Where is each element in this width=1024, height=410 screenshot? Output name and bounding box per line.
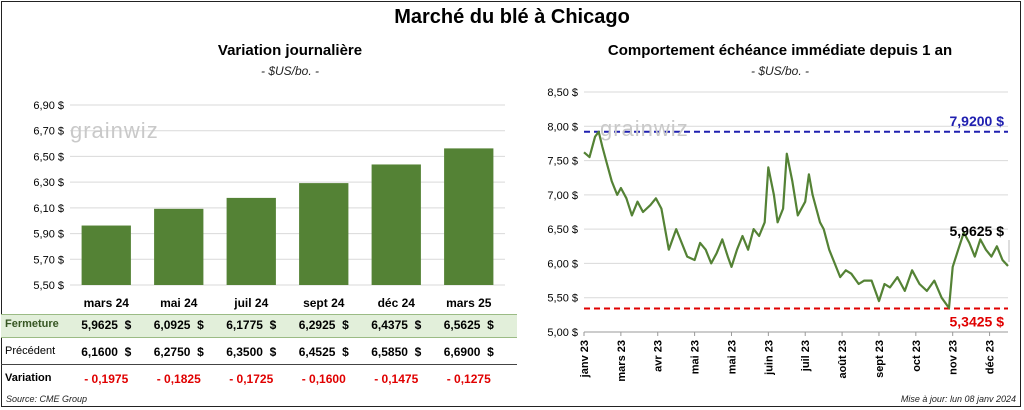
bar-2 — [154, 208, 204, 285]
line-ytick-label: 7,50 $ — [547, 156, 578, 168]
update-note: Mise à jour: lun 08 janv 2024 — [900, 394, 1016, 404]
line-chart: 8,50 $ 8,00 $ 7,50 $ 7,00 $ 6,50 $ 6,00 $ 5,50… — [547, 87, 1010, 382]
line-xtick-label: déc 23 — [985, 340, 997, 374]
table-cell: 6,3500 $ — [226, 345, 277, 359]
bar-ytick-label: 6,50 $ — [33, 151, 64, 163]
line-ytick-label: 6,50 $ — [547, 224, 578, 236]
line-chart-unit: - $US/bo. - — [750, 64, 810, 78]
line-ytick-label: 8,50 $ — [547, 87, 578, 99]
bar-6 — [444, 148, 494, 285]
line-xtick-label: mai 23 — [690, 340, 702, 374]
table-cell: 6,4525 $ — [298, 345, 349, 359]
bar-category-label: mars 24 — [84, 296, 130, 310]
table-cell: 6,5625 $ — [443, 318, 494, 332]
bar-chart-unit: - $US/bo. - — [260, 64, 320, 78]
table-cell: 6,2750 $ — [153, 345, 204, 359]
table-cell: - 0,1475 — [374, 372, 419, 386]
bar-ytick-label: 5,70 $ — [33, 254, 64, 266]
watermark-left: grainwiz — [70, 118, 159, 143]
watermark-right: grainwiz — [600, 116, 689, 141]
table-cell: 5,9625 $ — [81, 318, 132, 332]
bar-3 — [226, 197, 276, 285]
line-xtick-label: nov 23 — [948, 340, 960, 375]
close-row-highlight — [1, 314, 517, 338]
line-ytick-label: 8,00 $ — [547, 121, 578, 133]
line-ytick-label: 5,00 $ — [547, 327, 578, 339]
bar-ytick-label: 6,90 $ — [33, 100, 64, 112]
table-cell: 6,0925 $ — [153, 318, 204, 332]
bar-category-label: déc 24 — [378, 296, 416, 310]
table-row-label: Précédent — [5, 345, 56, 357]
line-ytick-label: 5,50 $ — [547, 293, 578, 305]
bar-5 — [371, 164, 421, 285]
price-series-line — [583, 130, 1009, 310]
line-xtick-label: mars 23 — [616, 340, 628, 382]
table-cell: 6,2925 $ — [298, 318, 349, 332]
bar-category-label: mars 25 — [446, 296, 492, 310]
source-note: Source: CME Group — [6, 394, 88, 404]
table-cell: 6,6900 $ — [443, 345, 494, 359]
bar-ytick-label: 6,70 $ — [33, 126, 64, 138]
page-title: Marché du blé à Chicago — [394, 6, 630, 28]
table-row-label: Fermeture — [5, 318, 59, 330]
line-xtick-label: juil 23 — [800, 340, 812, 372]
table-divider — [1, 364, 517, 365]
bar-category-label: sept 24 — [303, 296, 345, 310]
bar-ytick-label: 6,30 $ — [33, 177, 64, 189]
bar-category-label: mai 24 — [160, 296, 198, 310]
low-label: 5,3425 $ — [950, 314, 1005, 330]
line-xtick-label: oct 23 — [911, 340, 923, 372]
table-cell: - 0,1275 — [446, 372, 491, 386]
table-cell: - 0,1600 — [301, 372, 346, 386]
last-price-label: 5,9625 $ — [950, 223, 1005, 239]
bar-ytick-label: 5,90 $ — [33, 229, 64, 241]
bar-chart-title: Variation journalière — [217, 42, 363, 59]
bar-category-label: juil 24 — [233, 296, 268, 310]
line-xtick-label: août 23 — [837, 340, 849, 379]
bar-ytick-label: 5,50 $ — [33, 280, 64, 292]
table-cell: 6,1600 $ — [81, 345, 132, 359]
bar-4 — [299, 183, 349, 285]
line-xtick-label: mai 23 — [726, 340, 738, 374]
table-cell: 6,1775 $ — [226, 318, 277, 332]
high-label: 7,9200 $ — [950, 113, 1005, 129]
table-cell: - 0,1825 — [156, 372, 201, 386]
bar-ytick-label: 6,10 $ — [33, 203, 64, 215]
table-row-label: Variation — [5, 372, 52, 384]
bar-1 — [81, 225, 131, 285]
bar-chart: 6,90 $ 6,70 $ 6,50 $ 6,30 $ 6,10 $ 5,90 $ 5,70… — [33, 100, 505, 310]
line-xtick-label: juin 23 — [763, 340, 775, 376]
table-cell: - 0,1975 — [84, 372, 129, 386]
line-xtick-label: janv 23 — [579, 340, 591, 378]
table-cell: 6,4375 $ — [371, 318, 422, 332]
line-xtick-label: avr 23 — [653, 340, 665, 372]
line-chart-title: Comportement échéance immédiate depuis 1… — [607, 42, 953, 59]
line-ytick-label: 6,00 $ — [547, 258, 578, 270]
line-ytick-label: 7,00 $ — [547, 190, 578, 202]
table-cell: - 0,1725 — [229, 372, 274, 386]
table-cell: 6,5850 $ — [371, 345, 422, 359]
line-xtick-label: sept 23 — [874, 340, 886, 378]
